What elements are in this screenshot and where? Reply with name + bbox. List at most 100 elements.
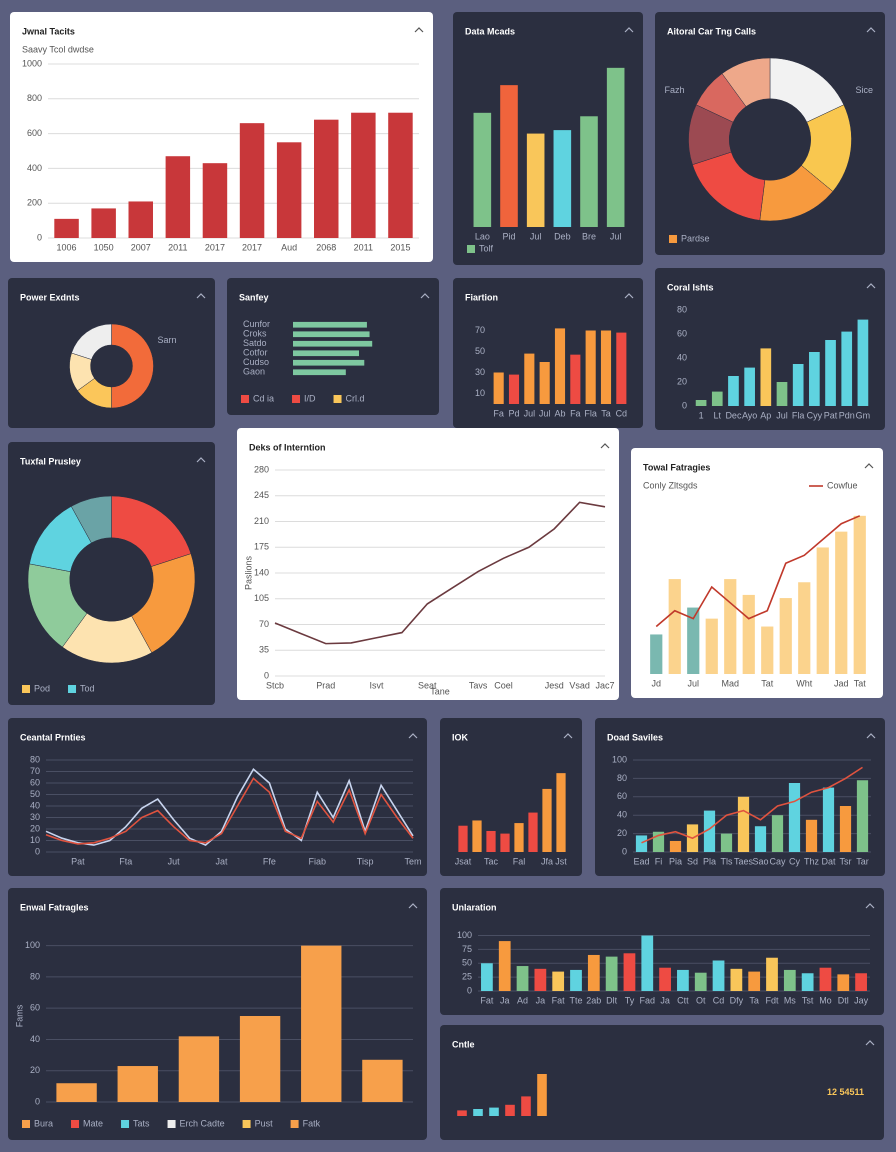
- legend-swatch: [22, 685, 30, 693]
- legend-label: Erch Cadte: [180, 1118, 225, 1128]
- legend-swatch: [68, 685, 77, 693]
- x-tick-label: Wht: [796, 678, 813, 688]
- panel-title: Aitoral Car Tng Calls: [667, 26, 756, 36]
- x-tick-label: Fa: [493, 408, 504, 418]
- bar: [553, 130, 572, 227]
- y-tick-label: 100: [457, 930, 472, 940]
- panel-subtitle: Saavy Tcol dwdse: [22, 44, 94, 54]
- x-tick-label: Fta: [119, 856, 132, 866]
- collapse-icon: [866, 283, 876, 289]
- y-tick-label: 280: [254, 464, 269, 474]
- bar: [552, 971, 565, 991]
- legend-swatch: [121, 1120, 130, 1128]
- bar: [695, 400, 707, 406]
- bar: [585, 330, 596, 404]
- bar: [712, 960, 725, 991]
- bar: [314, 119, 339, 238]
- x-tick-label: Ab: [554, 408, 565, 418]
- line: [641, 766, 863, 844]
- legend-label: Mate: [83, 1118, 103, 1128]
- legend-label: Tats: [133, 1118, 150, 1128]
- y-tick-label: 80: [677, 304, 687, 314]
- bar: [472, 820, 482, 852]
- legend-label: Tod: [80, 683, 95, 693]
- bar: [819, 967, 832, 991]
- legend-label: Tolf: [479, 243, 494, 253]
- x-tick-label: Lt: [714, 410, 722, 420]
- bar: [805, 819, 818, 852]
- collapse-icon: [196, 457, 206, 463]
- y-tick-label: 40: [677, 352, 687, 362]
- x-tick-label: Pat: [71, 856, 85, 866]
- x-tick-label: Tst: [802, 995, 814, 1005]
- x-tick-label: Cyy: [807, 410, 823, 420]
- x-tick-label: Taes: [734, 856, 754, 866]
- x-tick-label: 2068: [316, 242, 336, 252]
- panel-title: Doad Saviles: [607, 732, 663, 742]
- legend-label: Pust: [255, 1118, 274, 1128]
- bar: [687, 607, 700, 674]
- x-tick-label: Jut: [168, 856, 181, 866]
- panel-title: Deks of Interntion: [249, 442, 326, 452]
- legend-swatch: [333, 395, 342, 403]
- x-tick-label: Tisp: [357, 856, 374, 866]
- bar: [771, 815, 784, 852]
- bar: [293, 321, 367, 328]
- legend-label: Fatk: [303, 1118, 321, 1128]
- bar: [748, 971, 761, 991]
- bar: [457, 1110, 467, 1116]
- x-tick-label: Ja: [536, 995, 546, 1005]
- y-tick-label: 50: [475, 346, 485, 356]
- x-tick-label: Tls: [721, 856, 733, 866]
- bar: [754, 826, 767, 852]
- x-tick-label: Fla: [584, 408, 597, 418]
- bar: [641, 935, 654, 991]
- y-tick-label: 50: [462, 958, 472, 968]
- collapse-icon: [563, 733, 573, 739]
- collapse-icon: [600, 443, 610, 449]
- bar: [516, 966, 529, 991]
- y-tick-label: 400: [27, 163, 42, 173]
- bar: [705, 618, 718, 674]
- x-tick-label: Jd: [651, 678, 661, 688]
- y-tick-label: 60: [30, 777, 40, 787]
- x-tick-label: Pid: [502, 231, 515, 241]
- x-tick-label: 1: [699, 410, 704, 420]
- x-tick-label: Jfa: [541, 856, 553, 866]
- bar: [276, 142, 302, 238]
- bar: [724, 579, 737, 674]
- x-tick-label: Tte: [569, 995, 582, 1005]
- y-tick-label: Croks: [243, 329, 267, 339]
- x-tick-label: Ad: [517, 995, 528, 1005]
- y-tick-label: 40: [30, 800, 40, 810]
- panel-subtitle: Conly Zltsgds: [643, 480, 698, 490]
- x-tick-label: Jad: [834, 678, 849, 688]
- collapse-icon: [414, 27, 424, 33]
- x-tick-label: 1050: [94, 242, 114, 252]
- x-tick-label: Aud: [281, 242, 297, 252]
- x-tick-label: Jac7: [595, 680, 614, 690]
- legend-label: Cd ia: [253, 393, 274, 403]
- bar: [489, 1107, 499, 1116]
- bar: [677, 969, 689, 991]
- panel-title: Ceantal Prnties: [20, 732, 86, 742]
- panel-title: IOK: [452, 732, 469, 742]
- bar: [760, 348, 772, 406]
- y-tick-label: 25: [462, 972, 472, 982]
- bar: [623, 953, 636, 991]
- bar: [788, 783, 801, 852]
- y-tick-label: 75: [462, 944, 472, 954]
- bar: [537, 1074, 547, 1116]
- panel-title: Sanfey: [239, 292, 269, 302]
- y-tick-label: 600: [27, 128, 42, 138]
- annotation: Sice: [856, 85, 874, 95]
- legend-swatch: [241, 395, 249, 403]
- bar: [600, 330, 612, 404]
- donut-slice: [721, 57, 771, 107]
- x-tick-label: Jul: [776, 410, 788, 420]
- bar: [703, 810, 716, 852]
- y-tick-label: 80: [30, 754, 40, 764]
- bar: [742, 594, 755, 674]
- bar: [783, 969, 796, 991]
- bar: [91, 208, 116, 238]
